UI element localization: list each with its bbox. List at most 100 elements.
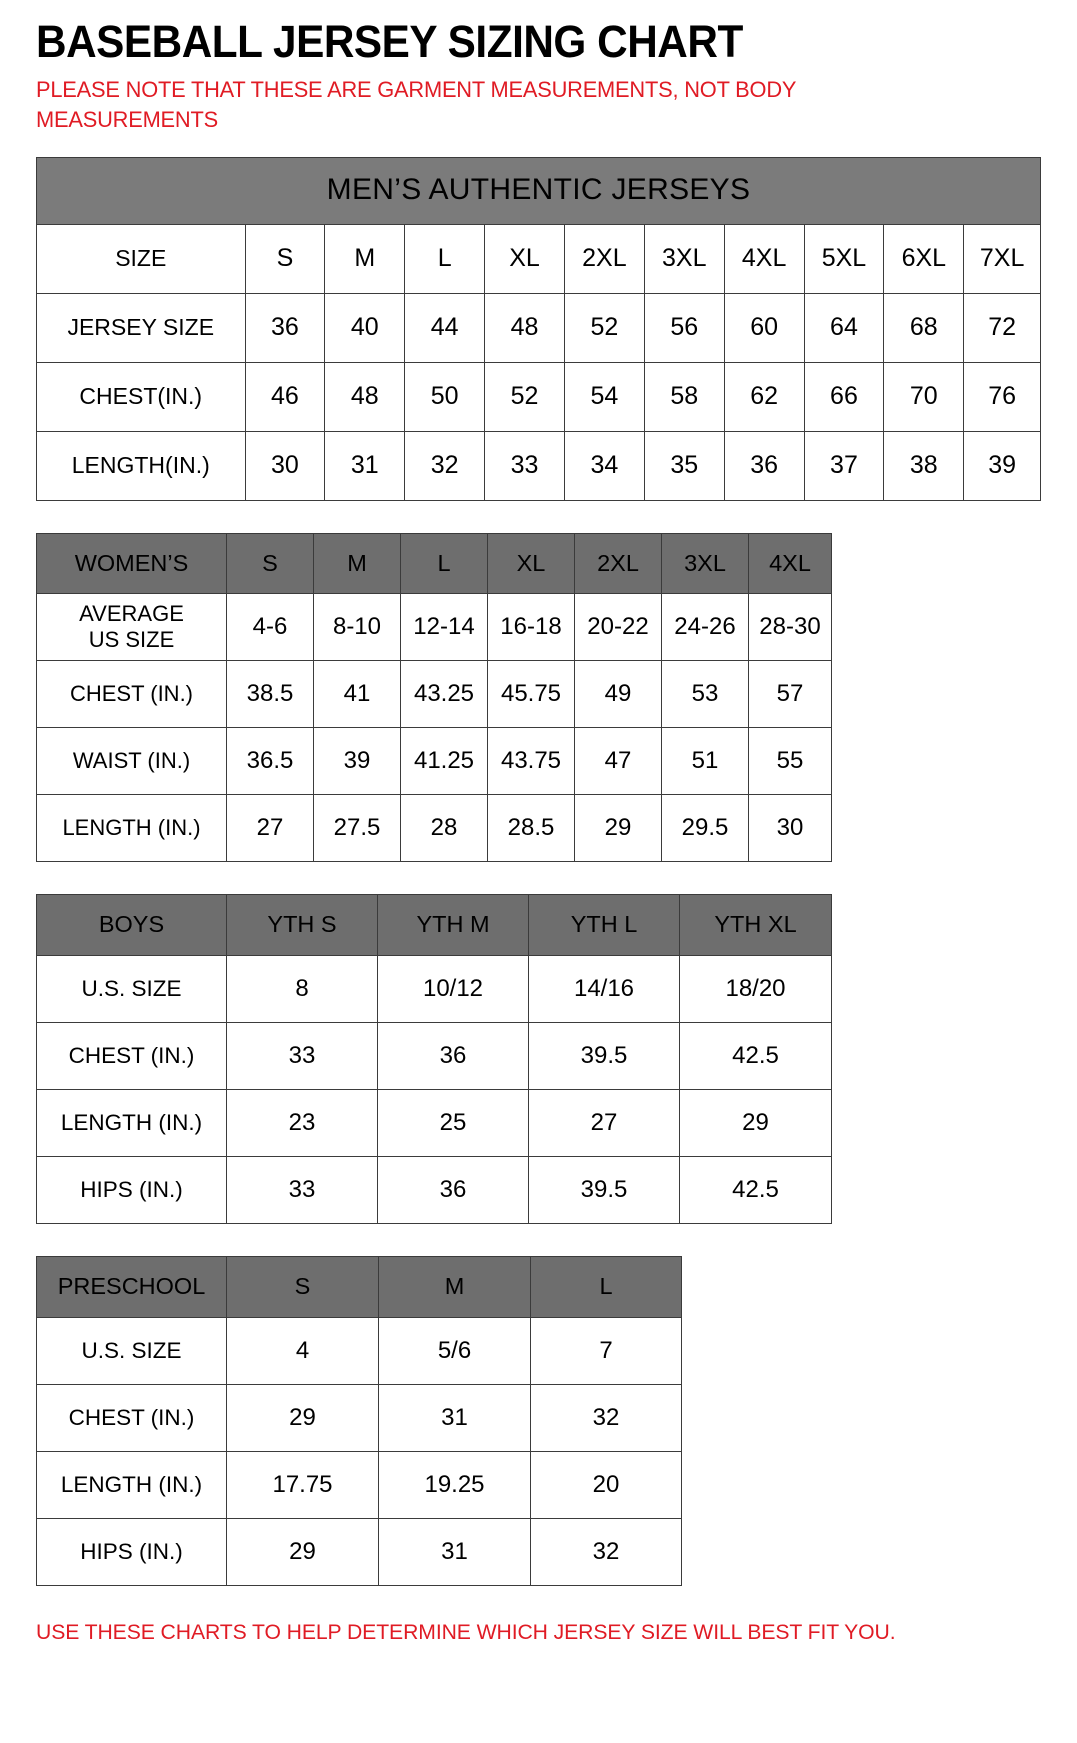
- mens-col-3xl: 3XL: [643, 223, 725, 294]
- womens-cell: 47: [574, 726, 662, 795]
- mens-col-s: S: [244, 223, 326, 294]
- preschool-cell: 19.25: [378, 1450, 531, 1519]
- womens-cell: 4-6: [226, 592, 314, 661]
- womens-cell: 28.5: [487, 793, 575, 862]
- mens-cell: 40: [324, 292, 406, 363]
- mens-cell: 33: [484, 430, 565, 501]
- mens-col-7xl: 7XL: [963, 223, 1041, 294]
- womens-cell: 41: [313, 659, 401, 728]
- womens-row-label: AVERAGE US SIZE: [36, 592, 227, 661]
- table-row: U.S. SIZE 8 10/12 14/16 18/20: [36, 954, 832, 1023]
- mens-cell: 32: [404, 430, 486, 501]
- womens-cell: 27: [226, 793, 314, 862]
- preschool-header-row: PRESCHOOL S M L: [36, 1255, 682, 1318]
- boys-cell: 18/20: [679, 954, 832, 1023]
- womens-row-label-line1: AVERAGE: [79, 601, 184, 627]
- womens-cell: 38.5: [226, 659, 314, 728]
- mens-col-6xl: 6XL: [883, 223, 965, 294]
- preschool-col-l: L: [530, 1255, 682, 1318]
- womens-cell: 8-10: [313, 592, 401, 661]
- womens-cell: 29: [574, 793, 662, 862]
- boys-sizing-table: BOYS YTH S YTH M YTH L YTH XL U.S. SIZE …: [36, 893, 832, 1224]
- boys-cell: 23: [226, 1088, 378, 1157]
- mens-banner-row: MEN’S AUTHENTIC JERSEYS: [36, 156, 1041, 225]
- preschool-col-s: S: [226, 1255, 379, 1318]
- mens-col-xl: XL: [484, 223, 565, 294]
- womens-cell: 28-30: [748, 592, 832, 661]
- mens-cell: 37: [803, 430, 885, 501]
- womens-col-2xl: 2XL: [574, 532, 662, 594]
- boys-cell: 39.5: [528, 1155, 680, 1224]
- preschool-row-label: CHEST (IN.): [36, 1383, 227, 1452]
- mens-row-label: LENGTH(IN.): [36, 430, 246, 501]
- mens-banner-title: MEN’S AUTHENTIC JERSEYS: [36, 156, 1041, 225]
- mens-col-2xl: 2XL: [563, 223, 645, 294]
- preschool-cell: 20: [530, 1450, 682, 1519]
- womens-cell: 20-22: [574, 592, 662, 661]
- boys-row-label: LENGTH (IN.): [36, 1088, 227, 1157]
- mens-sizing-table: MEN’S AUTHENTIC JERSEYS SIZE S M L XL 2X…: [36, 156, 1041, 501]
- preschool-cell: 29: [226, 1383, 379, 1452]
- womens-cell: 55: [748, 726, 832, 795]
- mens-cell: 70: [883, 361, 965, 432]
- boys-cell: 36: [377, 1155, 529, 1224]
- table-row: HIPS (IN.) 29 31 32: [36, 1517, 682, 1586]
- mens-cell: 38: [883, 430, 965, 501]
- womens-cell: 24-26: [661, 592, 749, 661]
- boys-col-yth-m: YTH M: [377, 893, 529, 956]
- mens-cell: 72: [963, 292, 1041, 363]
- mens-cell: 60: [723, 292, 805, 363]
- mens-cell: 66: [803, 361, 885, 432]
- boys-header-row: BOYS YTH S YTH M YTH L YTH XL: [36, 893, 832, 956]
- mens-header-row: SIZE S M L XL 2XL 3XL 4XL 5XL 6XL 7XL: [36, 223, 1041, 294]
- preschool-row-label: U.S. SIZE: [36, 1316, 227, 1385]
- preschool-cell: 4: [226, 1316, 379, 1385]
- boys-cell: 29: [679, 1088, 832, 1157]
- boys-cell: 8: [226, 954, 378, 1023]
- table-row: HIPS (IN.) 33 36 39.5 42.5: [36, 1155, 832, 1224]
- boys-row-label: U.S. SIZE: [36, 954, 227, 1023]
- womens-col-l: L: [400, 532, 488, 594]
- preschool-cell: 7: [530, 1316, 682, 1385]
- boys-col-yth-s: YTH S: [226, 893, 378, 956]
- preschool-row-label: HIPS (IN.): [36, 1517, 227, 1586]
- table-row: JERSEY SIZE 36 40 44 48 52 56 60 64 68 7…: [36, 292, 1041, 363]
- page-subtitle: PLEASE NOTE THAT THESE ARE GARMENT MEASU…: [36, 77, 796, 132]
- mens-row-label: CHEST(IN.): [36, 361, 246, 432]
- mens-cell: 56: [643, 292, 725, 363]
- womens-cell: 39: [313, 726, 401, 795]
- womens-sizing-table: WOMEN’S S M L XL 2XL 3XL 4XL AVERAGE US …: [36, 532, 832, 862]
- mens-cell: 62: [723, 361, 805, 432]
- mens-col-m: M: [324, 223, 406, 294]
- mens-cell: 52: [563, 292, 645, 363]
- womens-row-label: WAIST (IN.): [36, 726, 227, 795]
- mens-col-l: L: [404, 223, 486, 294]
- mens-cell: 64: [803, 292, 885, 363]
- table-row: LENGTH(IN.) 30 31 32 33 34 35 36 37 38 3…: [36, 430, 1041, 501]
- boys-cell: 42.5: [679, 1021, 832, 1090]
- womens-row-label: CHEST (IN.): [36, 659, 227, 728]
- boys-col-yth-xl: YTH XL: [679, 893, 832, 956]
- womens-cell: 12-14: [400, 592, 488, 661]
- mens-cell: 36: [244, 292, 326, 363]
- mens-col-4xl: 4XL: [723, 223, 805, 294]
- table-row: LENGTH (IN.) 23 25 27 29: [36, 1088, 832, 1157]
- table-row: CHEST (IN.) 38.5 41 43.25 45.75 49 53 57: [36, 659, 832, 728]
- womens-col-xl: XL: [487, 532, 575, 594]
- table-row: CHEST(IN.) 46 48 50 52 54 58 62 66 70 76: [36, 361, 1041, 432]
- womens-cell: 29.5: [661, 793, 749, 862]
- preschool-col-m: M: [378, 1255, 531, 1318]
- mens-row-label: JERSEY SIZE: [36, 292, 246, 363]
- preschool-row-label: LENGTH (IN.): [36, 1450, 227, 1519]
- preschool-cell: 17.75: [226, 1450, 379, 1519]
- table-row: LENGTH (IN.) 17.75 19.25 20: [36, 1450, 682, 1519]
- mens-cell: 52: [484, 361, 565, 432]
- boys-row-label-header: BOYS: [36, 893, 227, 956]
- mens-cell: 36: [723, 430, 805, 501]
- mens-cell: 58: [643, 361, 725, 432]
- womens-cell: 30: [748, 793, 832, 862]
- boys-cell: 33: [226, 1021, 378, 1090]
- mens-col-5xl: 5XL: [803, 223, 885, 294]
- boys-row-label: HIPS (IN.): [36, 1155, 227, 1224]
